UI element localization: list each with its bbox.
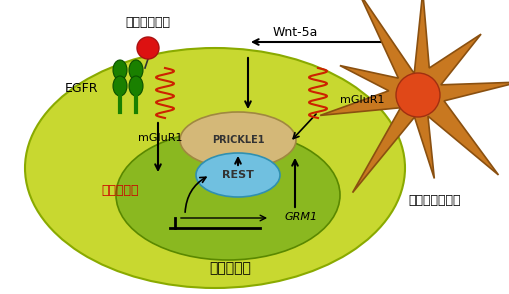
Text: 細胞の増殖: 細胞の増殖 [101,183,138,196]
Text: REST: REST [221,170,253,180]
Text: mGluR1: mGluR1 [340,95,384,105]
Ellipse shape [113,60,127,80]
Text: GRM1: GRM1 [285,212,318,222]
Ellipse shape [395,73,439,117]
Ellipse shape [195,153,279,197]
Text: EGFR: EGFR [65,81,99,94]
Ellipse shape [137,37,159,59]
Ellipse shape [25,48,404,288]
Text: mGluR1: mGluR1 [137,133,182,143]
Ellipse shape [180,112,295,168]
Ellipse shape [129,60,143,80]
Polygon shape [320,0,509,193]
Text: Wnt-5a: Wnt-5a [272,26,317,39]
Text: グルタミン酸: グルタミン酸 [125,16,170,29]
Ellipse shape [113,76,127,96]
Text: 肺がん細胞: 肺がん細胞 [209,261,250,275]
Text: アストロサイト: アストロサイト [408,193,460,206]
Text: PRICKLE1: PRICKLE1 [211,135,264,145]
Ellipse shape [116,130,340,260]
Ellipse shape [129,76,143,96]
